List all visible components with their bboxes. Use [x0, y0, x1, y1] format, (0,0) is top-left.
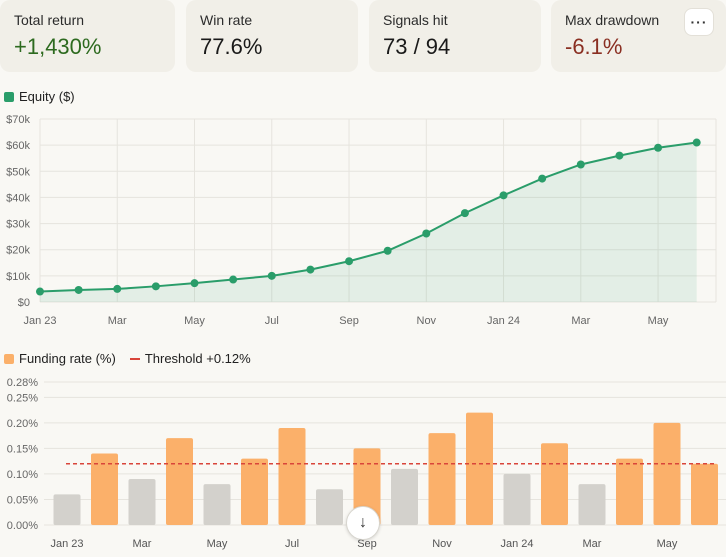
equity-x-tick-label: May [184, 315, 205, 327]
kpi-cards: Total return +1,430% Win rate 77.6% Sign… [0, 0, 726, 74]
funding-y-tick-label: 0.15% [7, 443, 38, 455]
threshold-legend-line [129, 357, 140, 360]
more-options-button[interactable]: ··· [684, 8, 714, 36]
equity-y-tick-label: $20k [6, 245, 30, 257]
funding-y-tick-label: 0.00% [7, 520, 38, 532]
funding-bar [91, 453, 118, 525]
funding-bar [391, 468, 418, 525]
equity-point [74, 285, 83, 294]
equity-point [113, 284, 122, 293]
equity-point [345, 257, 354, 266]
funding-bar [203, 484, 231, 525]
kpi-label: Signals hit [383, 12, 448, 28]
equity-point [538, 174, 547, 183]
funding-legend-label[interactable]: Funding rate (%) [19, 351, 116, 366]
kpi-value: -6.1% [565, 34, 623, 59]
kpi-value: +1,430% [14, 34, 102, 59]
funding-y-tick-label: 0.20% [7, 418, 38, 430]
equity-point [267, 271, 276, 280]
funding-x-tick-label: Sep [357, 538, 377, 550]
threshold-legend-label[interactable]: Threshold +0.12% [144, 351, 251, 366]
equity-point [422, 229, 431, 238]
funding-bar [466, 412, 493, 525]
funding-x-tick-label: May [207, 538, 228, 550]
kpi-label: Win rate [200, 12, 253, 28]
funding-x-tick-label: Nov [432, 538, 452, 550]
equity-point [692, 138, 701, 147]
equity-y-tick-label: $40k [6, 192, 30, 204]
funding-y-tick-label: 0.05% [7, 494, 38, 506]
funding-bar [53, 494, 81, 525]
funding-bar [578, 484, 606, 525]
funding-bar [353, 448, 381, 525]
equity-x-tick-label: Nov [417, 315, 437, 327]
equity-x-tick-label: Sep [339, 315, 359, 327]
equity-point [306, 265, 315, 274]
equity-x-tick-label: Mar [108, 315, 127, 327]
funding-legend: Funding rate (%) Threshold +0.12% [4, 351, 251, 366]
equity-x-tick-label: Jan 23 [23, 315, 56, 327]
kpi-value: 77.6% [200, 34, 263, 59]
equity-point [36, 287, 44, 296]
funding-x-tick-label: May [657, 538, 678, 550]
funding-bar [503, 473, 531, 525]
funding-bar [691, 463, 718, 525]
funding-bar [428, 433, 456, 525]
funding-bar [616, 458, 643, 525]
kpi-card-win-rate: Win rate 77.6% [186, 0, 358, 72]
equity-point [460, 209, 469, 218]
equity-legend-label[interactable]: Equity ($) [19, 89, 75, 104]
funding-bar [278, 427, 306, 525]
equity-point [576, 160, 585, 169]
equity-x-tick-label: Jan 24 [487, 315, 520, 327]
equity-y-tick-label: $0 [18, 297, 30, 309]
funding-x-tick-label: Jul [285, 538, 299, 550]
funding-x-tick-label: Jan 23 [50, 538, 83, 550]
equity-point [190, 279, 199, 288]
funding-bar [241, 458, 268, 525]
equity-point [499, 191, 508, 200]
equity-y-tick-label: $50k [6, 166, 30, 178]
funding-y-tick-label: 0.25% [7, 392, 38, 404]
equity-x-tick-label: May [648, 315, 669, 327]
equity-point [654, 143, 663, 152]
equity-legend: Equity ($) [4, 89, 75, 104]
kpi-value: 73 / 94 [383, 34, 451, 59]
equity-point [383, 246, 392, 255]
funding-x-tick-label: Jan 24 [500, 538, 533, 550]
scroll-down-button[interactable]: ↓ [346, 506, 380, 540]
funding-x-tick-label: Mar [583, 538, 602, 550]
kpi-card-max-drawdown: Max drawdown -6.1% ··· [551, 0, 726, 72]
funding-y-tick-label: 0.28% [7, 377, 38, 389]
equity-y-tick-label: $10k [6, 271, 30, 283]
kpi-label: Total return [14, 12, 85, 28]
funding-legend-swatch [4, 353, 14, 364]
equity-point [615, 151, 624, 160]
equity-y-tick-label: $70k [6, 114, 30, 126]
equity-point [229, 275, 238, 284]
equity-legend-swatch [4, 91, 14, 102]
kpi-label: Max drawdown [565, 12, 660, 28]
funding-bar [541, 443, 568, 525]
funding-bar [128, 479, 156, 525]
equity-area-fill [40, 142, 697, 302]
funding-bar [316, 489, 343, 525]
equity-y-tick-label: $60k [6, 140, 30, 152]
equity-point [151, 282, 160, 291]
equity-y-tick-label: $30k [6, 219, 30, 231]
funding-bar [653, 422, 681, 525]
equity-chart: $0 $10k $20k $30k $40k $50k $60k $70k Jan 23 Mar M… [6, 114, 717, 327]
equity-x-tick-label: Jul [265, 315, 279, 327]
kpi-card-signals-hit: Signals hit 73 / 94 [369, 0, 541, 72]
funding-chart: 0.00% 0.05% 0.10% 0.15% 0.20% 0.25% 0.28% Jan 2… [7, 377, 726, 550]
equity-series-line [39, 141, 697, 293]
kpi-card-total-return: Total return +1,430% [0, 0, 175, 72]
equity-x-tick-label: Mar [571, 315, 590, 327]
funding-x-tick-label: Mar [133, 538, 152, 550]
funding-y-tick-label: 0.10% [7, 469, 38, 481]
funding-bar [166, 438, 193, 525]
